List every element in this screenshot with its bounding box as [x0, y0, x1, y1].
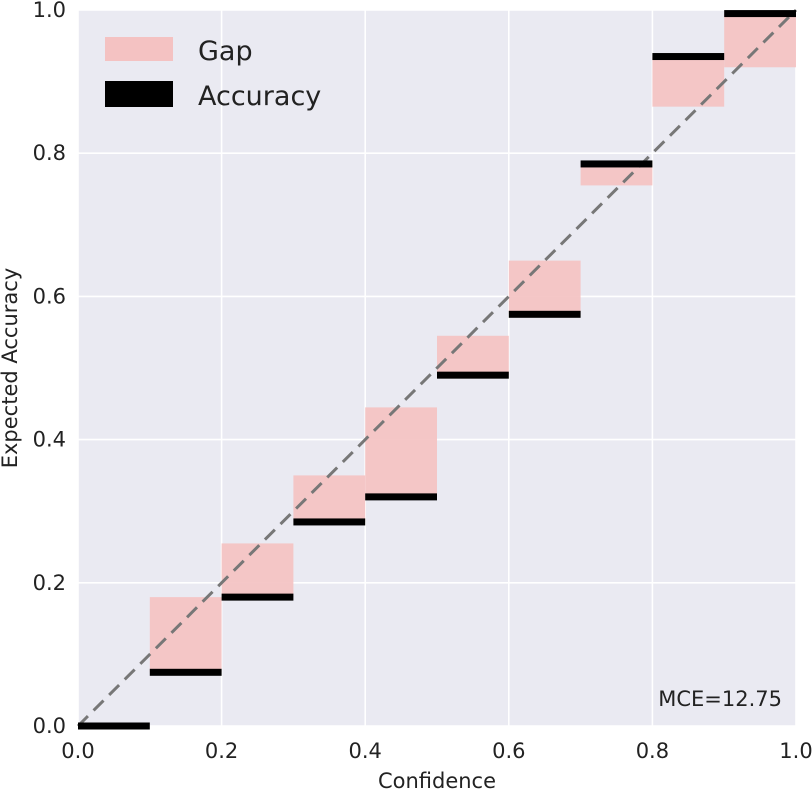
- accuracy-bar: [78, 722, 150, 730]
- perfect-calibration-line: [76, 8, 798, 728]
- y-tick-label: 1.0: [33, 0, 66, 22]
- accuracy-bar: [580, 160, 653, 168]
- grid-lines: [77, 9, 797, 727]
- accuracy-bar: [293, 518, 366, 526]
- x-tick-label: 0.0: [61, 739, 94, 763]
- accuracy-bar: [365, 493, 437, 501]
- y-tick-label: 0.0: [33, 714, 66, 738]
- x-tick-label: 1.0: [779, 739, 812, 763]
- legend-gap-swatch: [105, 37, 173, 61]
- tick-labels: 0.0 0.2 0.4 0.6 0.8 1.0 0.0 0.2 0.4 0.6 0.8 1.0: [33, 0, 812, 763]
- x-tick-label: 0.6: [492, 739, 525, 763]
- y-tick-label: 0.4: [33, 428, 66, 452]
- accuracy-bar: [149, 668, 222, 676]
- legend-accuracy-swatch: [105, 81, 173, 107]
- gap-bars: [149, 13, 796, 673]
- gap-bar: [149, 597, 222, 673]
- y-tick-label: 0.8: [33, 141, 66, 165]
- gap-bar: [580, 163, 653, 186]
- accuracy-bars: [78, 10, 796, 730]
- y-tick-label: 0.2: [33, 571, 66, 595]
- legend: Gap Accuracy: [105, 36, 321, 112]
- accuracy-bar: [724, 10, 796, 18]
- accuracy-bar: [652, 53, 725, 61]
- y-tick-label: 0.6: [33, 284, 66, 308]
- y-axis-label: Expected Accuracy: [0, 268, 22, 469]
- gap-bar: [365, 407, 437, 497]
- legend-accuracy-label: Accuracy: [198, 81, 321, 112]
- legend-gap-label: Gap: [198, 36, 253, 67]
- accuracy-bar: [437, 371, 509, 379]
- accuracy-bar: [221, 593, 294, 601]
- x-tick-label: 0.2: [205, 739, 238, 763]
- diagonal-line: [76, 8, 798, 728]
- accuracy-bar: [508, 310, 581, 318]
- mce-annotation: MCE=12.75: [658, 687, 782, 711]
- x-tick-label: 0.8: [636, 739, 669, 763]
- gap-bar: [221, 543, 294, 598]
- gap-bar: [437, 335, 509, 376]
- x-tick-label: 0.4: [348, 739, 381, 763]
- gap-bar: [652, 56, 725, 107]
- gap-bar: [508, 260, 581, 315]
- x-axis-label: Confidence: [378, 769, 496, 793]
